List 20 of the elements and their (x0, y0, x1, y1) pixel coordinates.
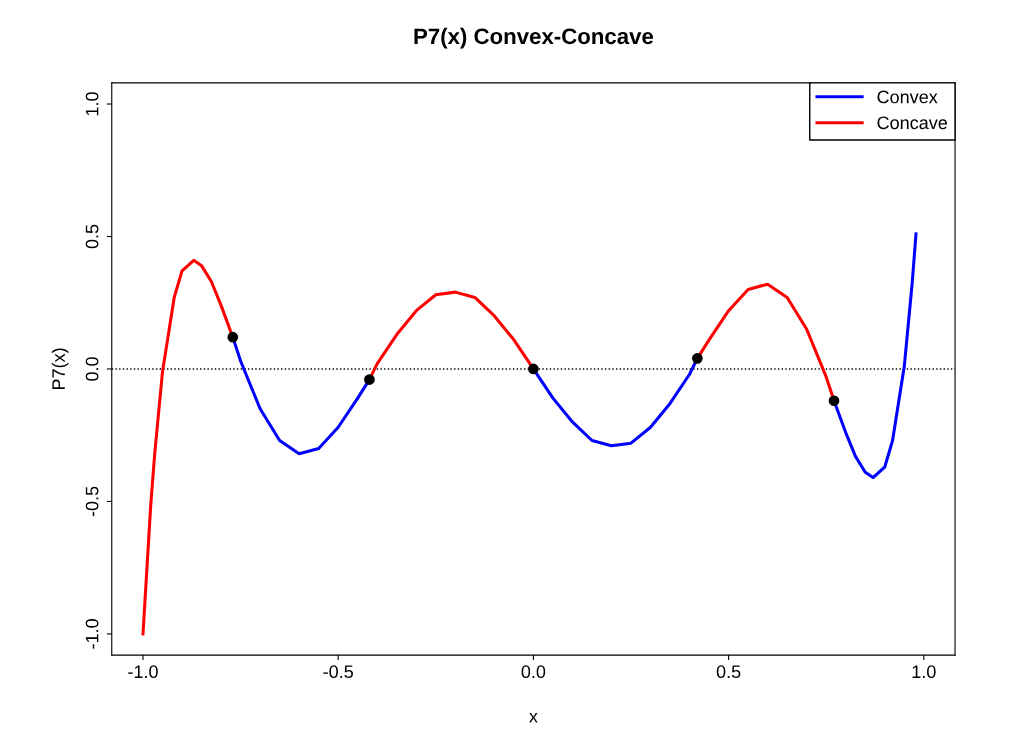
x-tick-label: -0.5 (323, 665, 353, 679)
y-tick-label: 1.0 (85, 92, 99, 116)
point (828, 395, 840, 407)
y-axis-title: P7(x) (51, 348, 69, 390)
legend-label: Convex (877, 90, 938, 104)
point (364, 374, 375, 385)
point (227, 331, 239, 343)
y-tick-label: 0.0 (85, 357, 99, 381)
x-tick-label: 0.0 (521, 665, 546, 679)
point (528, 363, 539, 375)
x-axis-title: x (529, 712, 538, 723)
x-tick-label: 1.0 (912, 665, 936, 679)
y-tick-label: 0.5 (85, 224, 99, 249)
x-tick-label: 0.5 (716, 665, 741, 679)
legend-label: Concave (877, 116, 948, 130)
chart-title: P7(x) Convex-Concave (414, 27, 654, 49)
y-tick-label: -0.5 (85, 486, 99, 517)
point (692, 353, 703, 364)
x-tick-label: -1.0 (128, 665, 158, 679)
y-tick-label: -1.0 (85, 619, 99, 649)
